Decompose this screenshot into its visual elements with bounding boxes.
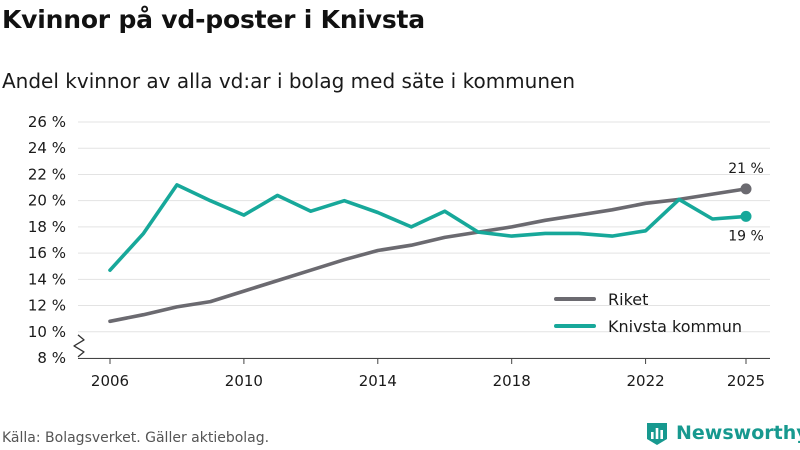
y-tick-label: 8 % [37,349,66,367]
axis-break-icon [73,334,85,358]
legend-label: Knivsta kommun [608,317,742,336]
y-tick-label: 22 % [28,165,66,183]
series-end-label: 21 % [728,161,764,177]
x-tick-label: 2014 [359,372,397,390]
series-line-knivsta-kommun [108,183,748,272]
x-tick-label: 2006 [91,372,129,390]
y-tick-label: 24 % [28,139,66,157]
brand: Newsworthy [644,420,800,446]
series-end-point [740,183,752,195]
series-end-point [740,210,752,222]
y-tick-label: 18 % [28,218,66,236]
x-tick-label: 2022 [626,372,664,390]
y-tick-label: 12 % [28,297,66,315]
x-tick-label: 2025 [727,372,765,390]
x-tick-label: 2010 [225,372,263,390]
legend-label: Riket [608,290,648,309]
line-chart: 8 % 10 % 12 % 14 % 16 % 18 % 20 % 22 % 24 % 26 % 2… [28,113,770,390]
y-tick-label: 16 % [28,244,66,262]
y-tick-label: 10 % [28,323,66,341]
y-tick-label: 20 % [28,192,66,210]
y-tick-label: 26 % [28,113,66,131]
y-tick-label: 14 % [28,270,66,288]
brand-name: Newsworthy [676,422,800,444]
series-end-label: 19 % [728,228,764,244]
chart-subtitle: Andel kvinnor av alla vd:ar i bolag med … [2,69,575,93]
source-note: Källa: Bolagsverket. Gäller aktiebolag. [2,430,270,446]
newsworthy-logo-icon [647,423,667,445]
series-line-riket [108,187,748,324]
chart-title: Kvinnor på vd-poster i Knivsta [2,5,425,34]
x-tick-label: 2018 [493,372,531,390]
